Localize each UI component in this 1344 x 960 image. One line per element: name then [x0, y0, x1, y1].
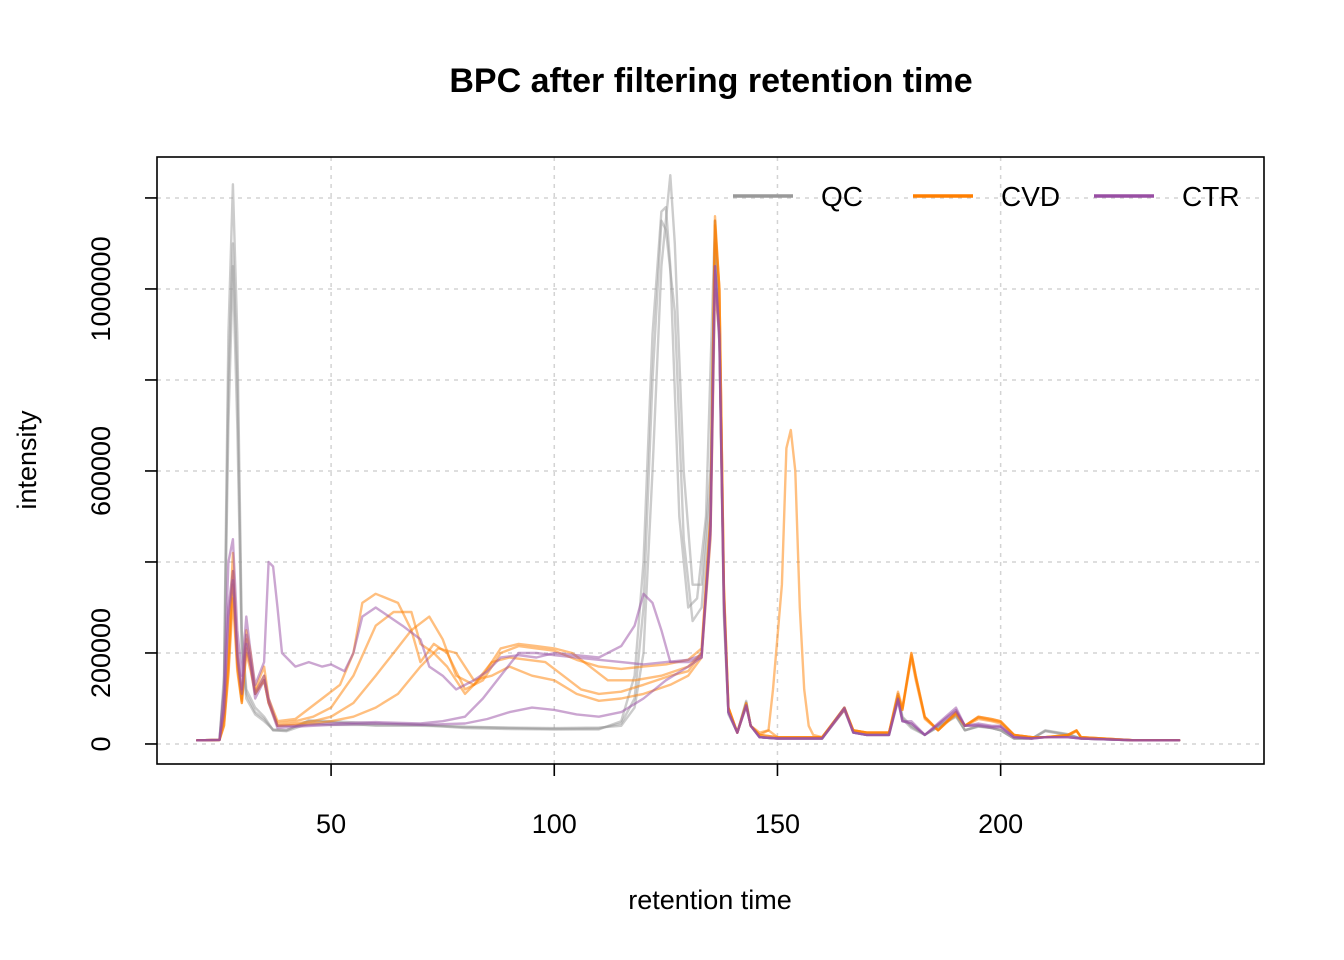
grid-lines — [157, 157, 1264, 764]
x-axis-label: retention time — [628, 885, 792, 915]
x-tick-label: 150 — [755, 809, 800, 839]
x-tick-label: 200 — [978, 809, 1023, 839]
y-tick-label: 1000000 — [86, 236, 116, 341]
series-line-qc — [196, 174, 1181, 742]
axis-ticks: 50 100 150 200 0 200000 600000 1000000 — [86, 197, 1023, 839]
x-tick-label: 50 — [316, 809, 346, 839]
legend-label-cvd: CVD — [1001, 181, 1060, 212]
series-line-qc — [196, 183, 1181, 742]
plot-frame — [156, 156, 1265, 765]
series-line-ctr — [196, 269, 1181, 742]
x-tick-label: 100 — [532, 809, 577, 839]
legend-label-ctr: CTR — [1182, 181, 1240, 212]
legend-label-qc: QC — [821, 181, 863, 212]
y-tick-label: 0 — [86, 736, 116, 751]
y-axis-label: intensity — [12, 410, 42, 510]
y-tick-label: 600000 — [86, 426, 116, 516]
legend: QC CVD CTR — [733, 181, 1240, 212]
series-traces — [196, 174, 1181, 742]
y-tick-label: 200000 — [86, 608, 116, 698]
chart-title: BPC after filtering retention time — [449, 62, 972, 100]
